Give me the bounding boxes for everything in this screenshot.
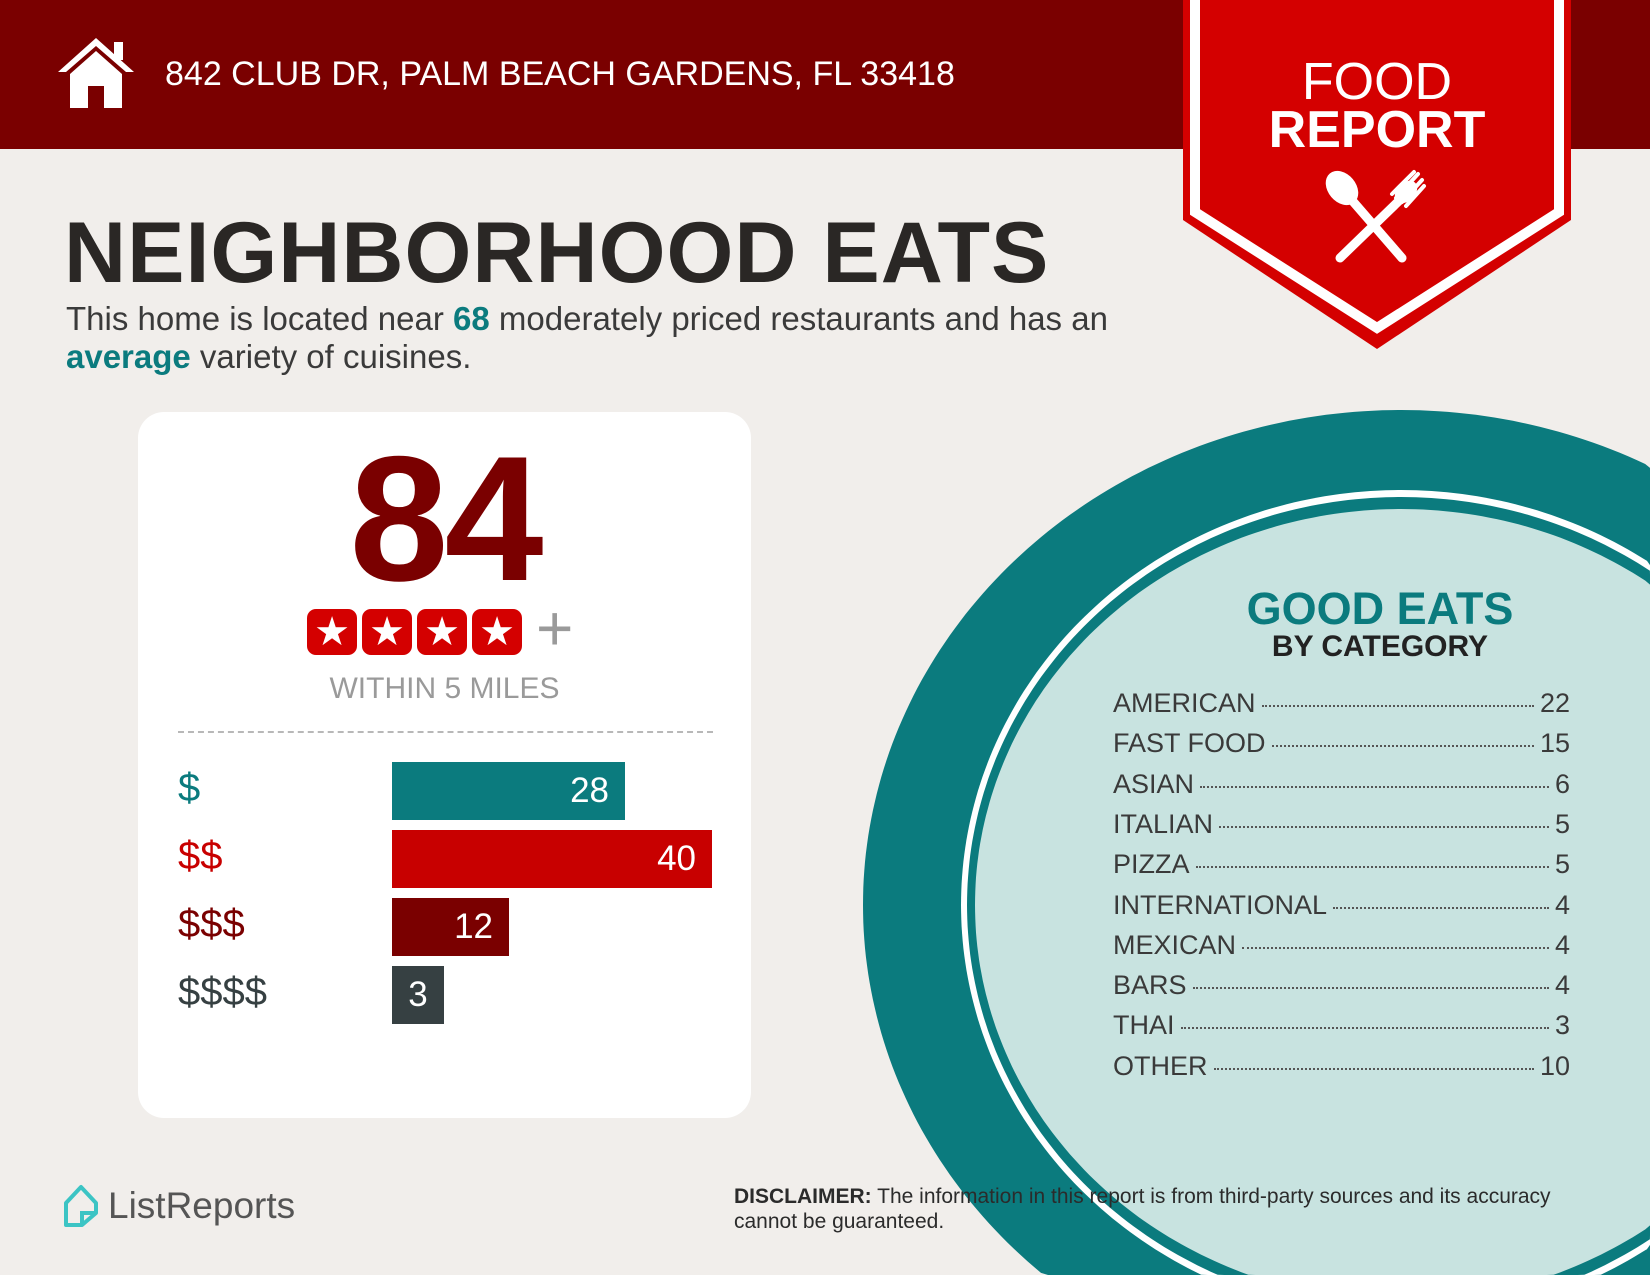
category-row: BARS 4 <box>1113 970 1570 1004</box>
address: 842 CLUB DR, PALM BEACH GARDENS, FL 3341… <box>165 55 955 93</box>
plus-sign: + <box>536 592 574 664</box>
star-icon: ★ <box>307 609 357 655</box>
category-count: 5 <box>1554 808 1570 839</box>
restaurant-count: 68 <box>453 300 490 337</box>
price-tier-label: $$$ <box>178 902 245 946</box>
category-row: AMERICAN 22 <box>1113 688 1570 722</box>
category-name: BARS <box>1113 970 1187 1001</box>
star-icon: ★ <box>362 609 412 655</box>
subtitle-text: moderately priced restaurants and has an <box>489 300 1108 337</box>
category-count: 3 <box>1554 1010 1570 1041</box>
price-tier-bar: 3 <box>392 966 444 1024</box>
dot-leader <box>1261 705 1534 707</box>
subtitle-text: variety of cuisines. <box>190 338 472 375</box>
category-count: 4 <box>1554 929 1570 960</box>
subtitle-text: This home is located near <box>66 300 454 337</box>
category-name: OTHER <box>1113 1050 1208 1081</box>
price-tier-label: $$$$ <box>178 970 267 1014</box>
distance-label: WITHIN 5 MILES <box>329 672 560 705</box>
star-icon: ★ <box>417 609 467 655</box>
star-icon: ★ <box>472 609 522 655</box>
house-icon <box>58 38 134 108</box>
price-tier-bar: 12 <box>392 898 509 956</box>
category-count: 5 <box>1554 849 1570 880</box>
badge-line1: FOOD <box>1301 53 1453 111</box>
category-row: INTERNATIONAL 4 <box>1113 890 1570 924</box>
disclaimer-label: DISCLAIMER: <box>734 1185 872 1208</box>
category-name: FAST FOOD <box>1113 728 1266 759</box>
star-rating: ★ ★ ★ ★ <box>307 609 522 655</box>
price-tier-bar: 40 <box>392 830 712 888</box>
category-name: ASIAN <box>1113 768 1195 799</box>
dot-leader <box>1180 1027 1549 1030</box>
food-report-badge <box>1183 0 1571 349</box>
badge-line2: REPORT <box>1268 101 1486 159</box>
price-tier-bar: 28 <box>392 762 625 820</box>
category-name: PIZZA <box>1113 849 1190 880</box>
circle-fill <box>975 509 1650 1275</box>
category-name: AMERICAN <box>1113 688 1256 718</box>
category-row: ASIAN 6 <box>1113 769 1570 803</box>
dot-leader <box>1195 866 1549 869</box>
category-count: 15 <box>1539 728 1570 759</box>
logo-text: ListReports <box>108 1185 296 1226</box>
category-count: 6 <box>1554 768 1570 799</box>
category-count: 4 <box>1554 970 1570 1001</box>
price-tier-label: $ <box>178 766 201 810</box>
dot-leader <box>1333 906 1549 909</box>
category-row: PIZZA 5 <box>1113 849 1570 883</box>
dot-leader <box>1192 987 1549 990</box>
category-name: THAI <box>1113 1010 1175 1041</box>
category-title: GOOD EATS <box>1246 583 1514 634</box>
category-name: INTERNATIONAL <box>1113 889 1328 920</box>
category-count: 10 <box>1539 1050 1570 1081</box>
category-count: 22 <box>1539 688 1570 718</box>
dot-leader <box>1219 825 1549 828</box>
category-name: MEXICAN <box>1113 929 1237 960</box>
variety-level: average <box>66 338 191 375</box>
divider <box>178 731 713 733</box>
dot-leader <box>1271 745 1534 748</box>
category-subtitle: BY CATEGORY <box>1271 630 1489 663</box>
rated-restaurant-count: 84 <box>349 419 544 618</box>
logo-icon <box>64 1185 98 1227</box>
category-row: MEXICAN 4 <box>1113 930 1570 964</box>
page-subtitle: This home is located near 68 moderately … <box>66 300 1166 376</box>
category-name: ITALIAN <box>1113 808 1214 839</box>
disclaimer: DISCLAIMER: The information in this repo… <box>734 1184 1594 1234</box>
page-title: NEIGHBORHOOD EATS <box>64 205 1050 301</box>
category-row: OTHER 10 <box>1113 1051 1570 1085</box>
price-tier-label: $$ <box>178 834 223 878</box>
dot-leader <box>1200 785 1549 788</box>
utensils-icon <box>1325 170 1426 263</box>
disclaimer-text: The information in this report is from t… <box>734 1185 1551 1233</box>
category-count: 4 <box>1554 889 1570 920</box>
dot-leader <box>1213 1067 1534 1070</box>
category-row: FAST FOOD 15 <box>1113 728 1570 762</box>
dot-leader <box>1242 946 1549 949</box>
listreports-logo: ListReports <box>62 1183 295 1229</box>
category-row: THAI 3 <box>1113 1010 1570 1044</box>
category-row: ITALIAN 5 <box>1113 809 1570 843</box>
